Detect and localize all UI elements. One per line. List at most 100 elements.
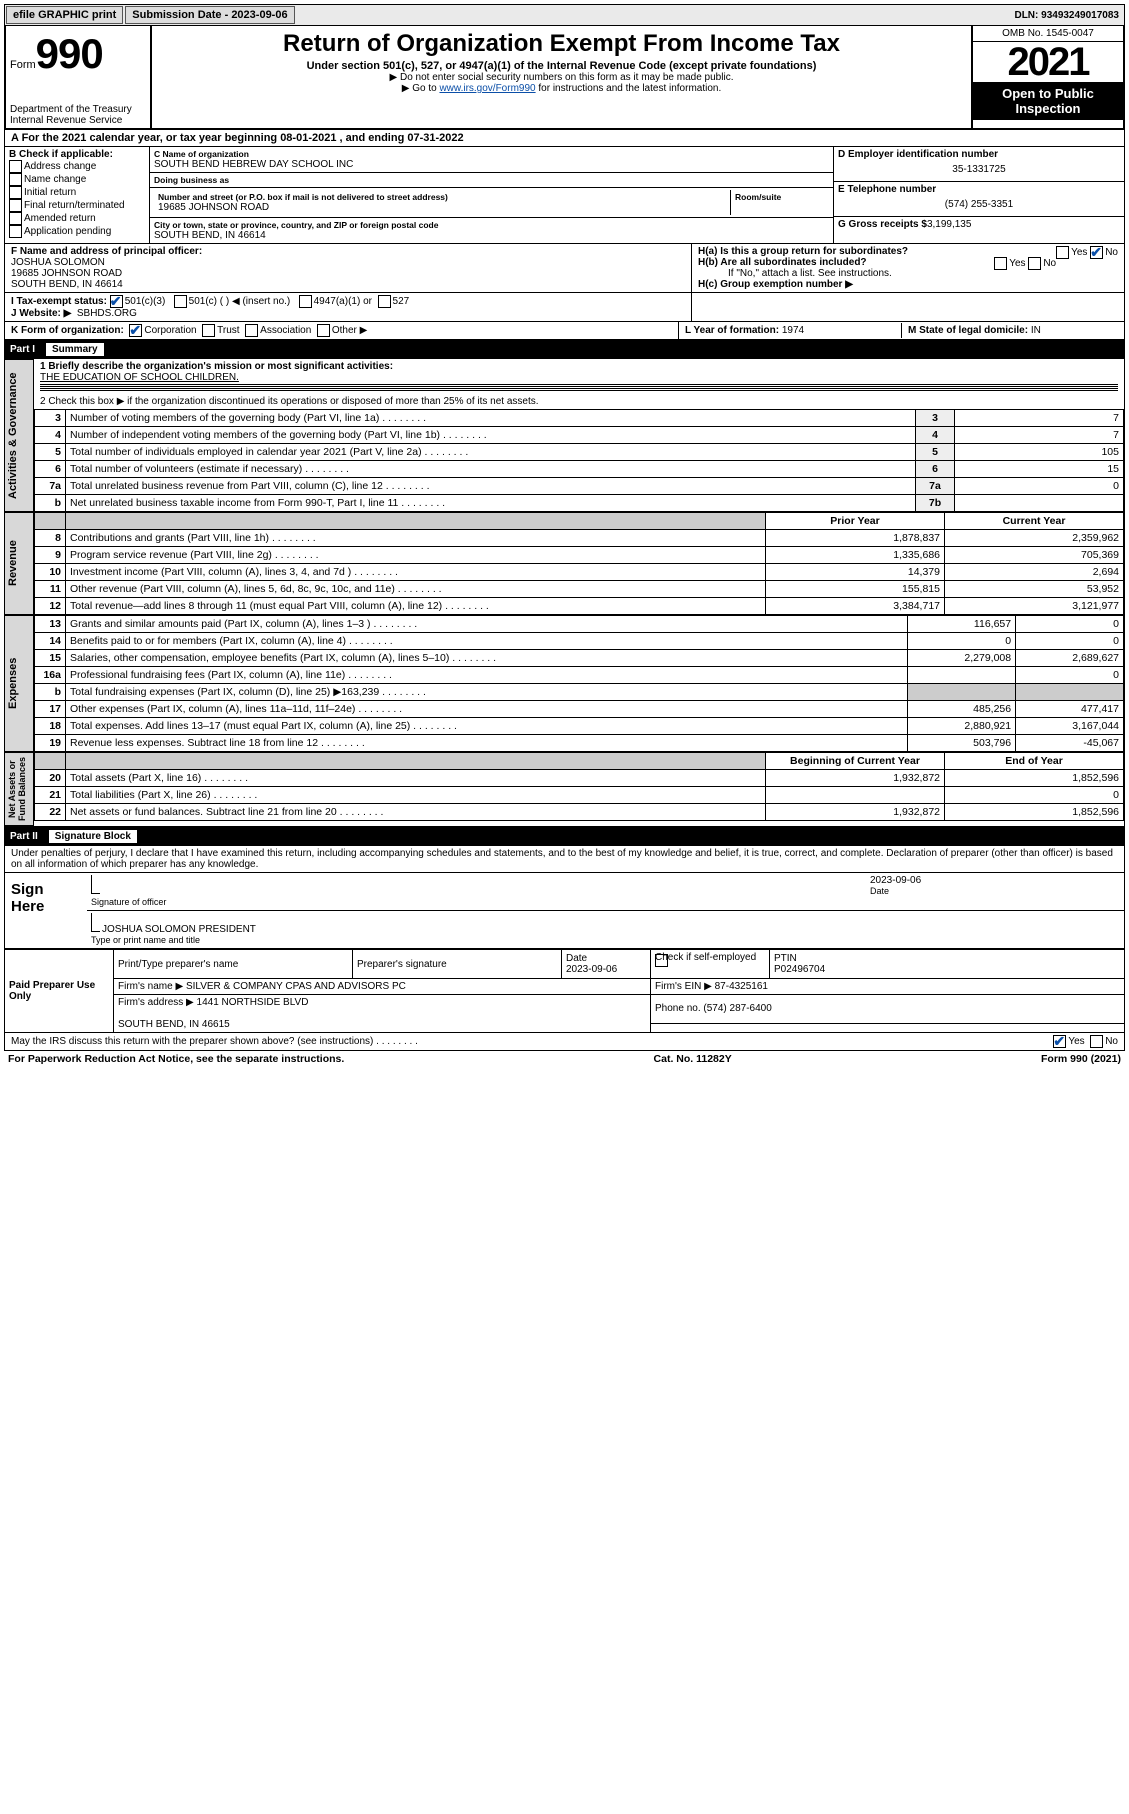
vtab-expenses: Expenses [5,615,34,752]
m-label: M State of legal domicile: [908,325,1028,336]
chk-discuss-no[interactable] [1090,1035,1103,1048]
discuss-line: May the IRS discuss this return with the… [4,1033,1125,1051]
officer-name: JOSHUA SOLOMON [11,257,105,268]
opt-assoc: Association [260,325,311,336]
chk-trust[interactable] [202,324,215,337]
dept-label: Department of the Treasury Internal Reve… [10,104,146,126]
chk-amended[interactable] [9,212,22,225]
opt-4947: 4947(a)(1) or [314,296,372,307]
h-b-label: H(b) Are all subordinates included? [698,257,867,268]
form-subtitle: Under section 501(c), 527, or 4947(a)(1)… [158,60,965,72]
prep-date: Date2023-09-06 [562,950,651,979]
officer-addr1: 19685 JOHNSON ROAD [11,268,122,279]
ein-value: 35-1331725 [838,160,1120,179]
line-i-j: I Tax-exempt status: 501(c)(3) 501(c) ( … [4,293,1125,322]
box-b: B Check if applicable: Address change Na… [5,147,150,243]
open-to-public: Open to Public Inspection [973,82,1123,120]
opt-final: Final return/terminated [24,200,125,211]
g-gross-label: G Gross receipts $ [838,219,927,230]
efile-button[interactable]: efile GRAPHIC print [6,6,123,24]
opt-other: Other ▶ [332,325,367,336]
chk-discuss-yes[interactable] [1053,1035,1066,1048]
year-formation: 1974 [782,325,804,336]
chk-hb-yes[interactable] [994,257,1007,270]
chk-hb-no[interactable] [1028,257,1041,270]
h-c-label: H(c) Group exemption number ▶ [698,279,853,290]
chk-name-change[interactable] [9,173,22,186]
chk-ha-yes[interactable] [1056,246,1069,259]
form-header: Form990 Department of the Treasury Inter… [4,26,1125,130]
footer-center: Cat. No. 11282Y [654,1053,732,1065]
opt-amended: Amended return [24,213,96,224]
part2-name: Signature Block [48,829,138,844]
chk-527[interactable] [378,295,391,308]
f-label: F Name and address of principal officer: [11,246,202,257]
website-value: SBHDS.ORG [77,308,137,319]
chk-pending[interactable] [9,225,22,238]
c-street-label: Number and street (or P.O. box if mail i… [158,192,726,202]
h-a-label: H(a) Is this a group return for subordin… [698,246,908,257]
i-label: I Tax-exempt status: [11,296,107,307]
chk-corp[interactable] [129,324,142,337]
footer-left: For Paperwork Reduction Act Notice, see … [8,1053,344,1065]
prep-title: Paid Preparer Use Only [5,950,114,1033]
irs-link[interactable]: www.irs.gov/Form990 [439,83,535,94]
box-b-label: B Check if applicable: [9,149,113,160]
note-post: for instructions and the latest informat… [536,83,722,94]
officer-print-name: JOSHUA SOLOMON PRESIDENT [102,924,256,935]
part2-num: Part II [10,831,38,842]
officer-addr2: SOUTH BEND, IN 46614 [11,279,123,290]
chk-501c3[interactable] [110,295,123,308]
page-footer: For Paperwork Reduction Act Notice, see … [4,1051,1125,1067]
part1-header: Part I Summary [4,340,1125,359]
chk-ha-no[interactable] [1090,246,1103,259]
table-revenue: Prior YearCurrent Year8Contributions and… [34,512,1124,615]
opt-pending: Application pending [24,226,111,237]
note-link: ▶ Go to www.irs.gov/Form990 for instruct… [158,83,965,94]
form-title: Return of Organization Exempt From Incom… [158,30,965,58]
mission-text: THE EDUCATION OF SCHOOL CHILDREN. [40,372,239,383]
vtab-netassets: Net Assets or Fund Balances [5,752,34,826]
chk-assoc[interactable] [245,324,258,337]
box-deg: D Employer identification number 35-1331… [833,147,1124,243]
firm-label: Firm's name ▶ [118,981,183,992]
prep-h-name: Print/Type preparer's name [114,950,353,979]
chk-initial[interactable] [9,186,22,199]
ein-label: Firm's EIN ▶ [655,981,712,992]
opt-trust: Trust [217,325,239,336]
j-label: J Website: ▶ [11,308,71,319]
firm-ein: 87-4325161 [715,981,768,992]
sig-date: 2023-09-06 [870,875,921,886]
k-label: K Form of organization: [11,325,124,336]
chk-selfemp[interactable] [655,954,668,967]
box-c: C Name of organization SOUTH BEND HEBREW… [150,147,833,243]
sig-date-label: Date [870,886,889,896]
c-dba-label: Doing business as [154,175,829,185]
chk-address-change[interactable] [9,160,22,173]
opt-501c3: 501(c)(3) [125,296,166,307]
phone-value: (574) 255-3351 [838,195,1120,214]
opt-name: Name change [24,174,86,185]
chk-4947[interactable] [299,295,312,308]
opt-501c: 501(c) ( ) ◀ (insert no.) [189,296,291,307]
opt-corp: Corporation [144,325,196,336]
submission-date-button[interactable]: Submission Date - 2023-09-06 [125,6,294,24]
prep-h-sig: Preparer's signature [353,950,562,979]
top-toolbar: efile GRAPHIC print Submission Date - 20… [4,4,1125,26]
table-expenses: 13Grants and similar amounts paid (Part … [34,615,1124,752]
c-name-label: C Name of organization [154,149,829,159]
note-pre: ▶ Go to [402,83,440,94]
part2-header: Part II Signature Block [4,827,1125,846]
chk-other[interactable] [317,324,330,337]
addr-label: Firm's address ▶ [118,997,194,1008]
chk-501c[interactable] [174,295,187,308]
prep-selfemp: Check if self-employed [651,950,770,979]
chk-final[interactable] [9,199,22,212]
table-activities: 3Number of voting members of the governi… [34,409,1124,512]
phone-label: Phone no. [655,1003,701,1014]
org-name: SOUTH BEND HEBREW DAY SCHOOL INC [154,159,829,170]
note-ssn: ▶ Do not enter social security numbers o… [158,72,965,83]
c-room-label: Room/suite [735,192,825,202]
prep-ptin: PTINP02496704 [770,950,1125,979]
dln-label: DLN: 93493249017083 [1010,8,1123,23]
